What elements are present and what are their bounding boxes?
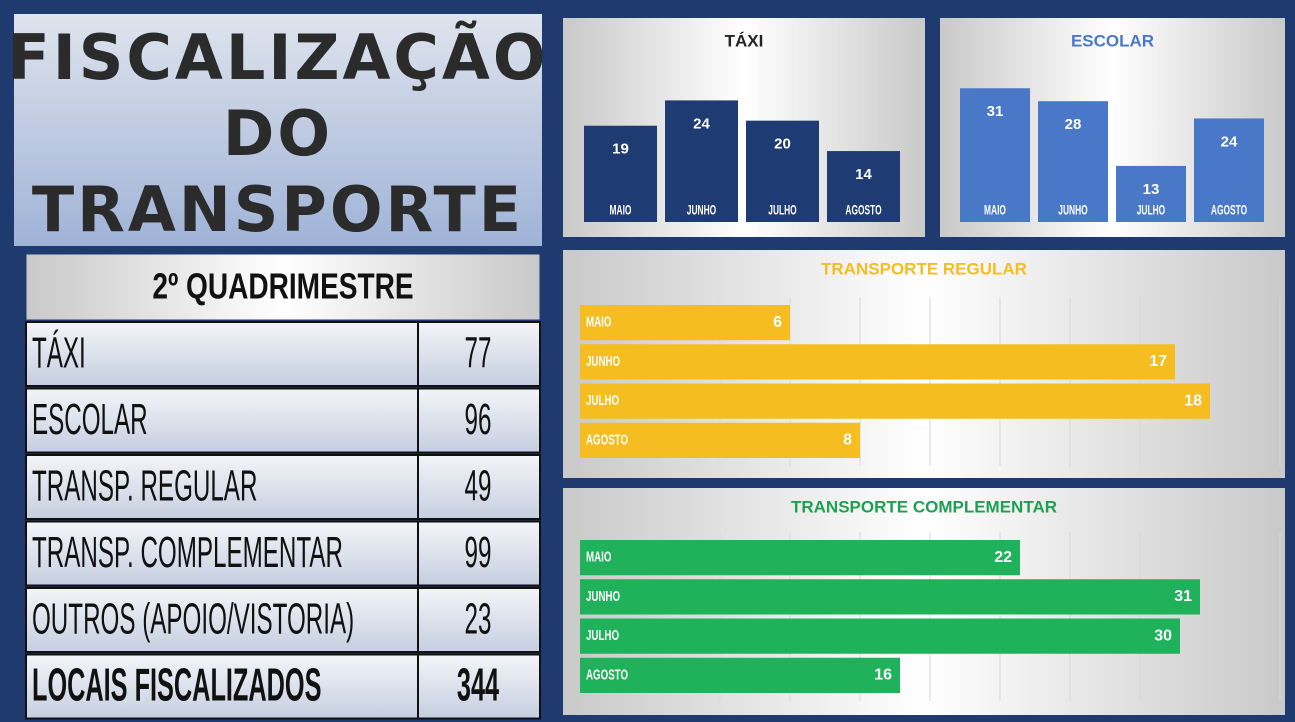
table-row: [25, 653, 541, 720]
value-label: 24: [1221, 133, 1238, 150]
category-label: AGOSTO: [586, 666, 628, 683]
row-value: 77: [465, 328, 492, 378]
bar: [584, 125, 657, 222]
value-label: 19: [612, 141, 629, 158]
bar: [665, 100, 738, 222]
category-label: JUNHO: [1058, 204, 1087, 219]
bar: [580, 579, 1200, 615]
table-row: [25, 387, 541, 454]
category-label: AGOSTO: [586, 431, 628, 448]
chart: TRANSPORTE COMPLEMENTAR MAIO 22 JUNHO 31 JULH…: [563, 488, 1285, 715]
bar: [746, 120, 819, 222]
value-label: 13: [1143, 181, 1160, 198]
category-label: JUNHO: [687, 204, 716, 219]
chart-title: TÁXI: [725, 31, 764, 50]
value-label: 24: [693, 115, 710, 132]
bar: [1194, 118, 1264, 222]
row-value: 344: [457, 659, 499, 711]
bar: [580, 422, 860, 458]
row-label: OUTROS (APOIO/VISTORIA): [32, 594, 354, 644]
category-label: JUNHO: [586, 588, 620, 605]
chart-title: TRANSPORTE COMPLEMENTAR: [791, 497, 1057, 516]
row-label: TRANSP. REGULAR: [32, 461, 257, 511]
bar: [1116, 165, 1186, 222]
bar: [580, 540, 1020, 576]
row-value: 99: [465, 527, 492, 577]
bar: [580, 305, 790, 341]
value-label: 6: [773, 314, 782, 331]
value-label: 31: [987, 103, 1004, 120]
value-label: 18: [1184, 392, 1202, 409]
value-label: 16: [874, 667, 892, 684]
category-label: MAIO: [984, 204, 1006, 219]
value-label: 31: [1174, 588, 1192, 605]
table-row: [25, 520, 541, 587]
chart-title: TRANSPORTE REGULAR: [821, 259, 1027, 278]
row-label: ESCOLAR: [32, 394, 148, 444]
row-label: LOCAIS FISCALIZADOS: [32, 659, 321, 711]
row-value: 49: [465, 461, 492, 511]
category-label: JULHO: [1137, 204, 1165, 219]
row-value: 23: [465, 594, 492, 644]
table-header-box: [25, 253, 541, 321]
value-label: 22: [994, 549, 1012, 566]
value-label: 8: [843, 432, 852, 449]
bar: [827, 151, 900, 222]
bar: [580, 344, 1175, 380]
title-line: DO: [223, 97, 333, 170]
chart: TÁXI 19 MAIO 24 JUNHO 20 JULHO 14 AGOSTO: [563, 18, 925, 237]
row-label: TRANSP. COMPLEMENTAR: [32, 527, 343, 577]
value-label: 20: [774, 136, 791, 153]
title-line: TRANSPORTE: [32, 173, 524, 246]
category-label: MAIO: [586, 314, 612, 331]
table-row: [25, 454, 541, 520]
category-label: JULHO: [586, 392, 619, 409]
value-label: 28: [1065, 116, 1082, 133]
chart: ESCOLAR 31 MAIO 28 JUNHO 13 JULHO 24 AGOSTO: [940, 18, 1285, 237]
title-line: FISCALIZAÇÃO: [7, 21, 548, 94]
right-panel: TÁXI 19 MAIO 24 JUNHO 20 JULHO 14 AGOSTO ESCOLAR 3…: [563, 18, 1285, 715]
category-label: AGOSTO: [845, 204, 881, 219]
value-label: 17: [1149, 353, 1167, 370]
row-label: TÁXI: [32, 328, 86, 378]
category-label: JULHO: [586, 627, 619, 644]
category-label: AGOSTO: [1211, 204, 1247, 219]
bar: [960, 88, 1030, 222]
category-label: MAIO: [610, 204, 632, 219]
category-label: MAIO: [586, 549, 612, 566]
bar: [1038, 101, 1108, 222]
chart: TRANSPORTE REGULAR MAIO 6 JUNHO 17 JULHO 18 AGO…: [563, 250, 1285, 478]
row-value: 96: [465, 394, 492, 444]
table-row: [25, 587, 541, 653]
table-row: [25, 321, 541, 387]
bar: [580, 618, 1180, 654]
title-box: [14, 14, 542, 246]
chart-title: ESCOLAR: [1071, 31, 1154, 50]
category-label: JUNHO: [586, 353, 620, 370]
bar: [580, 657, 900, 693]
table-header: 2º QUADRIMESTRE: [152, 266, 413, 306]
category-label: JULHO: [768, 204, 796, 219]
value-label: 30: [1154, 627, 1172, 644]
bar: [580, 383, 1210, 419]
value-label: 14: [855, 166, 872, 183]
